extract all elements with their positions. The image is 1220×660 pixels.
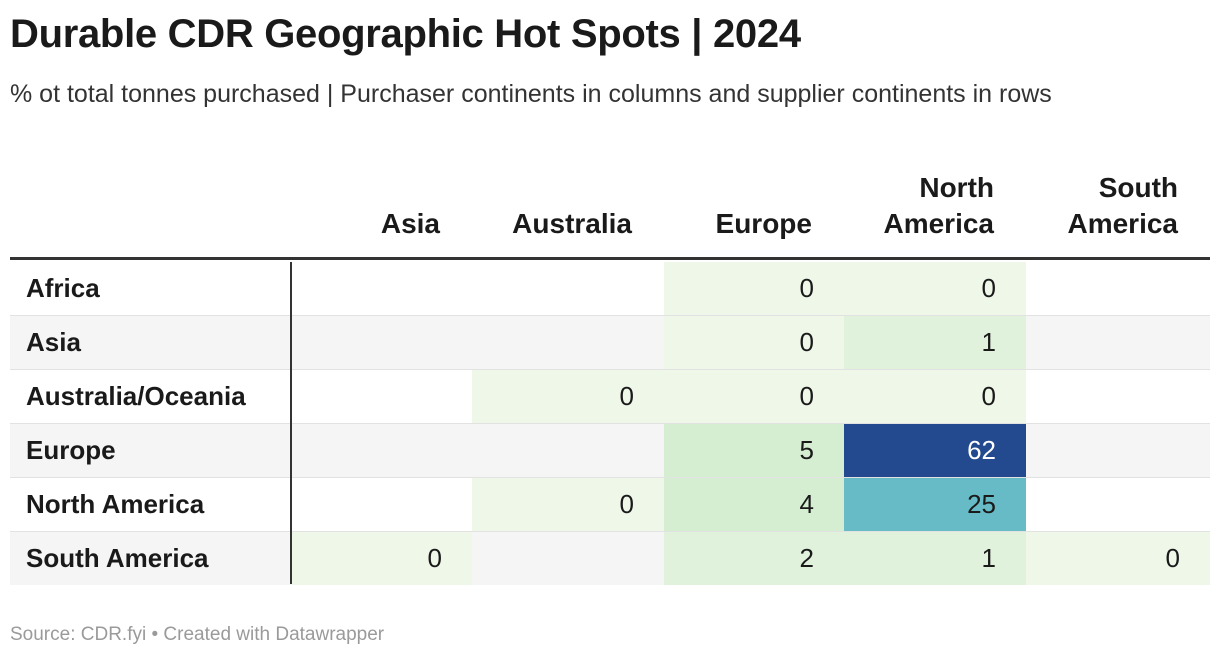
row-divider [10,423,1210,424]
row-label-north-america: North America [26,489,205,519]
column-header-europe: Europe [664,168,812,242]
source-note: Source: CDR.fyi • Created with Datawrapp… [10,624,385,645]
table-row [10,424,1210,477]
row-label-australia-oceania: Australia/Oceania [26,381,246,411]
heatmap-cell-australia-oceania-australia: 0 [472,370,664,423]
row-label-divider [290,262,292,584]
heatmap-cell-south-america-asia: 0 [292,532,472,585]
heatmap-cell-australia-oceania-europe: 0 [664,370,844,423]
heatmap-cell-north-america-europe: 4 [664,478,844,531]
column-header-north-america: North America [844,168,994,242]
row-label-africa: Africa [26,273,100,303]
heatmap-cell-africa-north-america: 0 [844,262,1026,315]
row-label-europe: Europe [26,435,116,465]
column-header-line2: America [883,208,994,239]
column-header-line2: Australia [512,208,632,239]
chart-subtitle: % ot total tonnes purchased | Purchaser … [10,80,1052,108]
row-label-south-america: South America [26,543,209,573]
header-rule [10,257,1210,260]
heatmap-cell-south-america-europe: 2 [664,532,844,585]
heatmap-cell-europe-north-america: 62 [844,424,1026,477]
column-header-south-america: South America [1026,168,1178,242]
column-header-asia: Asia [292,168,440,242]
column-header-australia: Australia [472,168,632,242]
table-row [10,262,1210,315]
heatmap-cell-australia-oceania-north-america: 0 [844,370,1026,423]
table-row [10,316,1210,369]
column-header-line1: North [919,172,994,203]
column-header-line2: Europe [715,208,812,239]
heatmap-cell-europe-europe: 5 [664,424,844,477]
heatmap-cell-africa-europe: 0 [664,262,844,315]
column-header-line1: South [1098,172,1178,203]
heatmap-cell-north-america-australia: 0 [472,478,664,531]
chart-title: Durable CDR Geographic Hot Spots | 2024 [10,12,801,56]
row-label-asia: Asia [26,327,81,357]
column-header-line2: America [1067,208,1178,239]
heatmap-cell-south-america-north-america: 1 [844,532,1026,585]
row-divider [10,315,1210,316]
column-header-line2: Asia [380,208,440,239]
heatmap-cell-north-america-north-america: 25 [844,478,1026,531]
heatmap-cell-asia-north-america: 1 [844,316,1026,369]
row-divider [10,477,1210,478]
row-divider [10,369,1210,370]
row-divider [10,531,1210,532]
heatmap-cell-south-america-south-america: 0 [1026,532,1210,585]
heatmap-cell-asia-europe: 0 [664,316,844,369]
